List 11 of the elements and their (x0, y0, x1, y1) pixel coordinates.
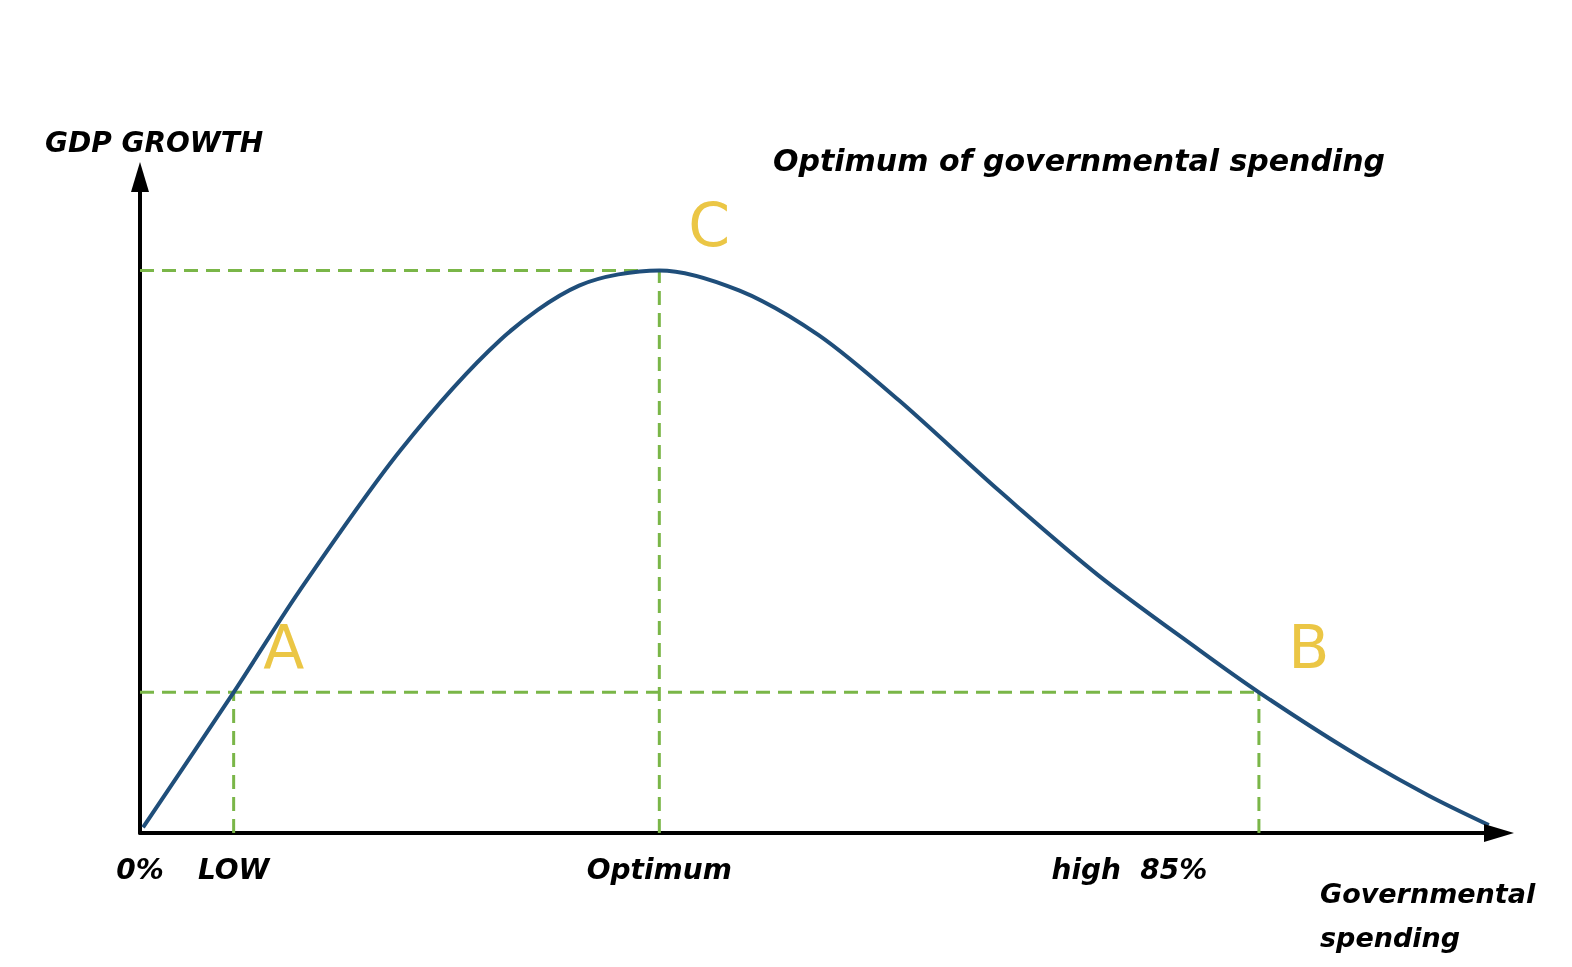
annotation: B (1288, 612, 1330, 683)
x-tick-label: 85% (1140, 852, 1208, 886)
x-tick-label: 0% (116, 852, 164, 886)
annotation: C (688, 190, 731, 261)
y-axis-title: GDP GROWTH (45, 125, 264, 159)
annotation: A (263, 612, 305, 683)
x-tick-label: Optimum (586, 852, 732, 886)
x-tick-label: high (1051, 852, 1121, 886)
x-axis-title: Governmental spending (1320, 877, 1545, 953)
x-tick-label: LOW (197, 852, 271, 886)
chart-title: Optimum of governmental spending (773, 142, 1386, 178)
